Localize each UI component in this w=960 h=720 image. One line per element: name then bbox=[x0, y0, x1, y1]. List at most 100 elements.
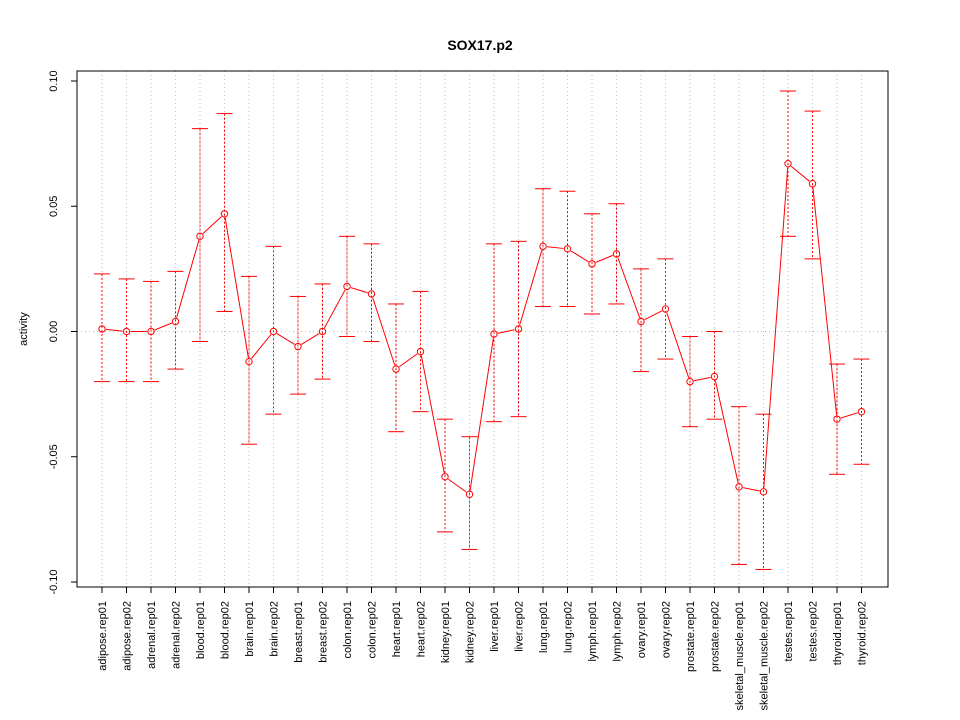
data-point bbox=[343, 282, 351, 291]
x-tick-label: heart.rep01 bbox=[391, 601, 403, 657]
series-line-segment bbox=[251, 334, 272, 359]
x-tick-label: prostate.rep01 bbox=[685, 601, 697, 672]
series-line-segment bbox=[714, 380, 739, 484]
axes: -0.10 -0.05 0.00 0.05 0.10 adipose.rep01 adipo… bbox=[48, 70, 869, 710]
series-line-segment bbox=[497, 329, 515, 334]
data-point bbox=[245, 357, 253, 366]
x-tick-label: colon.rep01 bbox=[342, 601, 354, 659]
series-line-segment bbox=[666, 312, 690, 378]
x-tick-label: liver.rep01 bbox=[489, 601, 501, 652]
series-line-segment bbox=[546, 246, 564, 249]
series-line-segment bbox=[595, 254, 613, 263]
y-axis-label: activity bbox=[18, 312, 30, 346]
series-line-segment bbox=[469, 337, 494, 491]
series-line-segment bbox=[105, 328, 123, 332]
error-bars bbox=[94, 90, 870, 570]
y-tick-label: 0.05 bbox=[48, 196, 60, 217]
y-tick-label: -0.05 bbox=[48, 444, 60, 469]
x-tick-label: testes.rep02 bbox=[808, 601, 820, 662]
x-tick-label: colon.rep02 bbox=[367, 601, 379, 659]
x-tick-label: lymph.rep01 bbox=[587, 601, 599, 662]
data-point bbox=[98, 325, 106, 333]
x-tick-label: thyroid.rep02 bbox=[857, 601, 869, 665]
x-tick-label: ovary.rep01 bbox=[636, 601, 648, 658]
data-point bbox=[710, 372, 719, 381]
series-line-segment bbox=[742, 487, 760, 492]
x-tick-label: brain.rep02 bbox=[269, 601, 281, 657]
data-point bbox=[612, 250, 621, 258]
data-point bbox=[269, 327, 278, 336]
x-tick-label: adipose.rep01 bbox=[97, 601, 109, 671]
x-tick-label: breast.rep01 bbox=[293, 601, 305, 663]
series-line-segment bbox=[350, 287, 368, 294]
data-point bbox=[759, 488, 768, 496]
y-tick-label: 0.10 bbox=[48, 70, 60, 91]
data-point bbox=[833, 415, 841, 423]
y-tick-label: -0.10 bbox=[48, 569, 60, 594]
series-line-segment bbox=[617, 257, 641, 318]
series-line-segment bbox=[372, 297, 396, 366]
x-tick-label: testes.rep01 bbox=[783, 601, 795, 662]
series-line-segment bbox=[202, 216, 222, 234]
x-tick-label: adipose.rep02 bbox=[122, 601, 134, 671]
data-point bbox=[318, 327, 327, 336]
x-tick-label: heart.rep02 bbox=[416, 601, 428, 657]
data-point bbox=[857, 407, 866, 416]
series-line-segment bbox=[398, 353, 418, 368]
data-point bbox=[735, 483, 743, 491]
x-tick-label: adrenal.rep02 bbox=[171, 601, 183, 669]
data-point bbox=[539, 242, 547, 251]
data-point bbox=[392, 365, 400, 373]
series-line-segment bbox=[644, 310, 663, 321]
data-point bbox=[784, 159, 792, 168]
data-point bbox=[661, 305, 670, 313]
x-tick-label: kidney.rep02 bbox=[465, 601, 477, 663]
x-tick-label: skeletal_muscle.rep02 bbox=[759, 601, 771, 710]
series-line-layer bbox=[105, 165, 858, 493]
data-point bbox=[196, 232, 204, 241]
data-point bbox=[514, 325, 523, 333]
x-tick-label: prostate.rep02 bbox=[710, 601, 722, 672]
data-point bbox=[171, 317, 180, 326]
series-line-segment bbox=[176, 240, 200, 318]
series-line-segment bbox=[790, 165, 810, 182]
data-point bbox=[686, 377, 694, 386]
x-tick-label: skeletal_muscle.rep01 bbox=[734, 601, 746, 710]
series-line-segment bbox=[447, 478, 467, 493]
series-line-segment bbox=[693, 376, 711, 382]
x-tick-label: ovary.rep02 bbox=[661, 601, 673, 658]
series-line-segment bbox=[840, 412, 858, 419]
series-line-segment bbox=[420, 355, 445, 473]
data-point bbox=[416, 347, 425, 356]
series-line-segment bbox=[763, 167, 789, 488]
data-point bbox=[808, 180, 817, 188]
x-tick-label: adrenal.rep01 bbox=[146, 601, 158, 669]
data-point bbox=[294, 342, 302, 351]
series-line-segment bbox=[276, 333, 295, 345]
data-point bbox=[122, 327, 131, 336]
y-tick-label: 0.00 bbox=[48, 321, 60, 342]
series-line-segment bbox=[570, 250, 589, 263]
data-point bbox=[637, 317, 645, 326]
x-tick-label: kidney.rep01 bbox=[440, 601, 452, 663]
grid-layer bbox=[77, 71, 888, 587]
plot-frame bbox=[76, 70, 889, 588]
data-point bbox=[588, 260, 596, 268]
x-tick-label: liver.rep02 bbox=[514, 601, 526, 652]
series-line-segment bbox=[301, 333, 320, 345]
series-line-segment bbox=[224, 217, 249, 358]
x-tick-label: lung.rep02 bbox=[563, 601, 575, 653]
data-point bbox=[220, 210, 229, 218]
x-tick-label: brain.rep01 bbox=[244, 601, 256, 657]
x-tick-label: blood.rep01 bbox=[195, 601, 207, 659]
series-line-segment bbox=[812, 187, 838, 416]
data-point bbox=[465, 490, 474, 499]
series-line-segment bbox=[323, 289, 346, 329]
x-tick-label: lymph.rep02 bbox=[612, 601, 624, 662]
x-tick-label: blood.rep02 bbox=[220, 601, 232, 659]
data-point bbox=[563, 245, 572, 253]
data-point bbox=[441, 473, 449, 481]
series-line-segment bbox=[519, 250, 543, 326]
data-point bbox=[367, 290, 376, 298]
